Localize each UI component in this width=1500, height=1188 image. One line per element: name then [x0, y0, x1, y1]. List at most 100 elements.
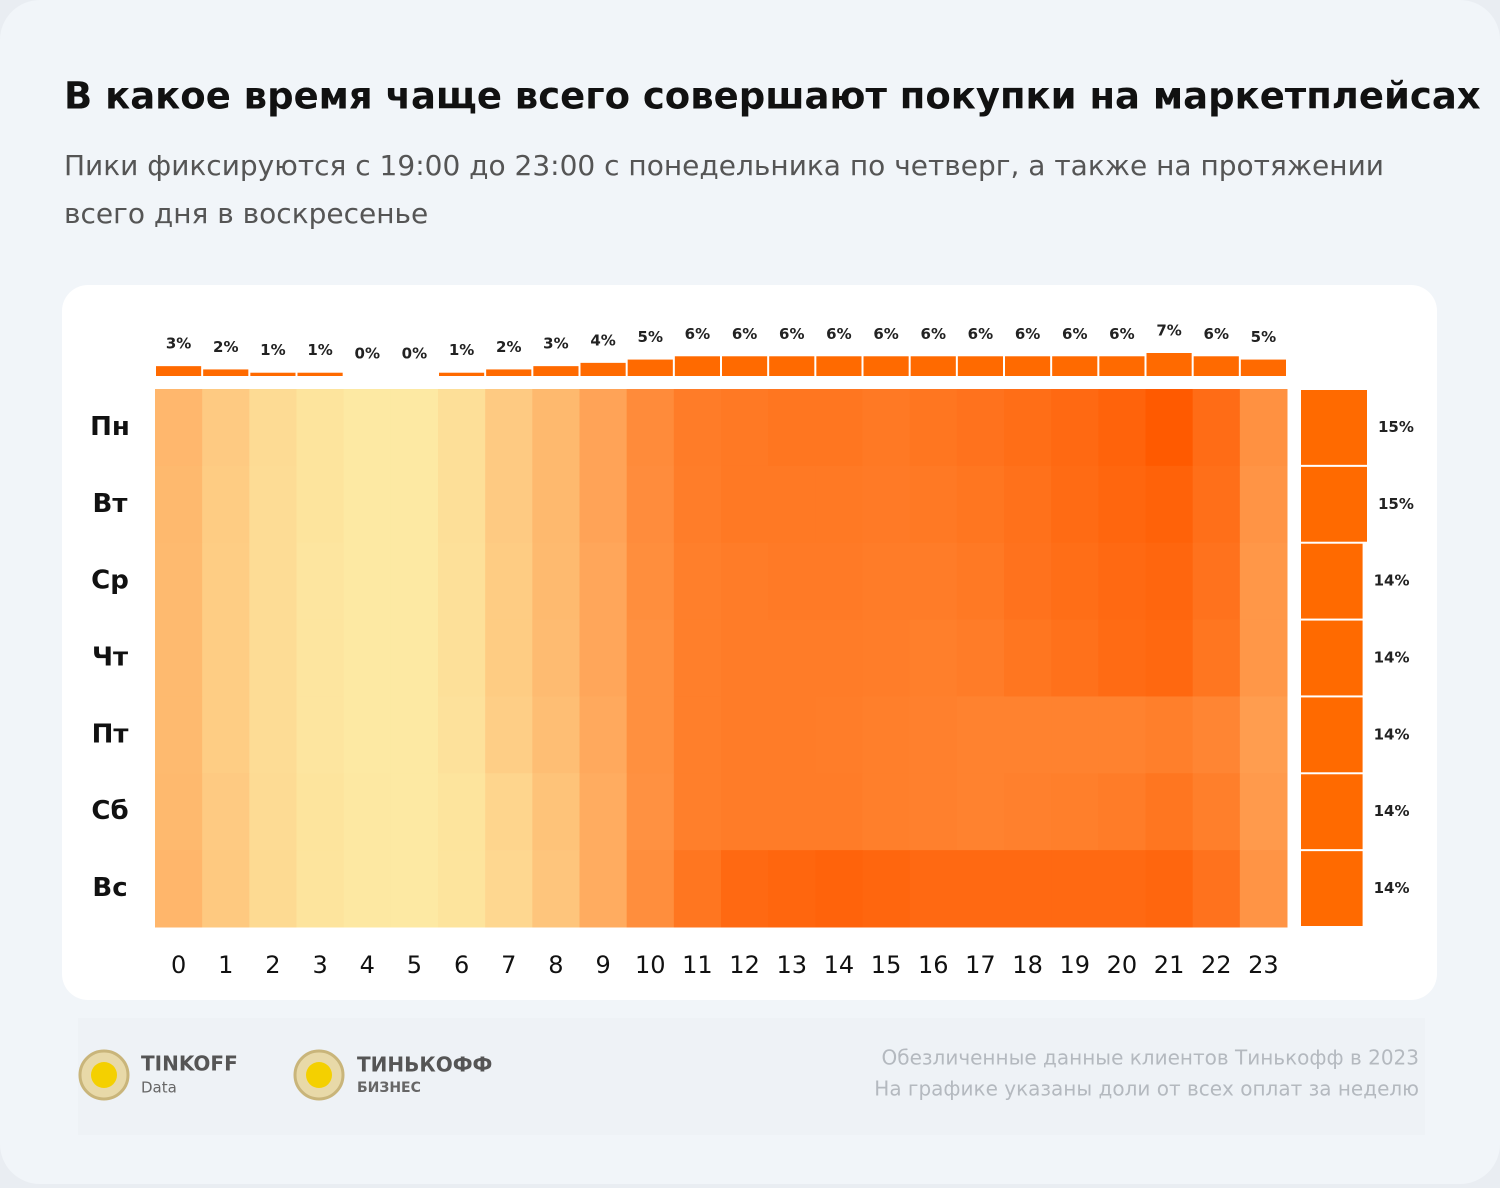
heat-cell [485, 542, 533, 621]
x-tick-label: 17 [965, 951, 996, 979]
heat-cell [1098, 850, 1146, 928]
column-total-bar [769, 356, 815, 376]
heat-cell [1051, 850, 1099, 928]
heat-cell [249, 619, 297, 697]
heat-cell [815, 773, 863, 851]
heat-cell [532, 773, 580, 851]
row-total-label: 14% [1374, 879, 1410, 897]
heat-cell [296, 850, 345, 928]
column-total-bar [863, 356, 909, 376]
heat-cell [485, 696, 533, 774]
heat-cell [1192, 850, 1241, 928]
column-total-label: 1% [307, 341, 332, 359]
heat-cell [343, 773, 392, 851]
heat-cell [202, 389, 250, 467]
heat-cell [390, 542, 439, 621]
row-total-bar [1301, 466, 1367, 542]
column-total-label: 6% [1062, 325, 1087, 343]
row-total-bar [1301, 543, 1363, 619]
footnote: На графике указаны доли от всех оплат за… [874, 1077, 1419, 1101]
heat-cell [249, 389, 297, 467]
footnote: Обезличенные данные клиентов Тинькофф в … [882, 1046, 1419, 1070]
column-total-bar [1240, 359, 1286, 376]
heat-cell [721, 542, 769, 621]
heat-cell [1051, 542, 1099, 621]
heat-cell [909, 696, 958, 774]
heat-cell [721, 850, 769, 928]
heat-cell [390, 619, 439, 697]
heat-cell [862, 773, 911, 851]
heat-cell [1004, 619, 1052, 697]
x-tick-label: 21 [1154, 951, 1185, 979]
column-total-label: 5% [1251, 328, 1276, 346]
heat-cell [296, 619, 345, 697]
heat-cell [485, 389, 533, 467]
column-total-label: 6% [779, 325, 804, 343]
heat-cell [673, 465, 722, 544]
heat-cell [956, 389, 1005, 467]
heat-cell [1192, 696, 1241, 774]
heat-cell [673, 850, 722, 928]
heat-cell [532, 542, 580, 621]
column-total-label: 6% [826, 325, 851, 343]
heat-cell [1239, 619, 1288, 697]
column-total-bar [156, 366, 202, 376]
column-total-bar [722, 356, 768, 376]
heat-cell [532, 389, 580, 467]
heat-cell [1051, 696, 1099, 774]
row-label: Ср [91, 566, 129, 596]
x-tick-label: 14 [824, 951, 855, 979]
heat-cell [1239, 389, 1288, 467]
column-total-bar [297, 372, 343, 376]
heat-cell [296, 389, 345, 467]
heat-cell [532, 465, 580, 544]
x-tick-label: 18 [1012, 951, 1043, 979]
heat-cell [1239, 773, 1288, 851]
row-total-label: 14% [1374, 572, 1410, 590]
heat-cell [768, 465, 816, 544]
column-total-label: 6% [1204, 325, 1229, 343]
heat-cell [768, 542, 816, 621]
heat-cell [1192, 542, 1241, 621]
heat-cell [249, 542, 297, 621]
heat-cell [390, 773, 439, 851]
column-total-bar [533, 366, 579, 376]
heat-cell [768, 850, 816, 928]
x-tick-label: 2 [265, 951, 280, 979]
heat-cell [1145, 619, 1194, 697]
heat-cell [862, 850, 911, 928]
logo-icon [78, 1049, 130, 1101]
heat-cell [721, 389, 769, 467]
heat-cell [1098, 696, 1146, 774]
heat-cell [249, 465, 297, 544]
column-total-label: 3% [166, 335, 191, 353]
column-total-label: 6% [921, 325, 946, 343]
heat-cell [1192, 465, 1241, 544]
x-tick-label: 15 [871, 951, 902, 979]
heat-cell [1192, 389, 1241, 467]
heat-cell [343, 389, 392, 467]
heat-cell [155, 696, 203, 774]
title: В какое время чаще всего совершают покуп… [64, 75, 1481, 118]
heat-cell [155, 542, 203, 621]
heat-cell [296, 542, 345, 621]
heat-cell [673, 542, 722, 621]
heat-cell [202, 696, 250, 774]
row-label: Пн [90, 412, 130, 442]
row-total-label: 14% [1374, 649, 1410, 667]
column-total-bar [1099, 356, 1145, 376]
row-total-bar [1301, 697, 1363, 773]
heat-cell [768, 619, 816, 697]
heat-cell [202, 773, 250, 851]
heat-cell [956, 542, 1005, 621]
heat-cell [390, 465, 439, 544]
heat-cell [202, 619, 250, 697]
x-tick-label: 1 [218, 951, 233, 979]
heat-cell [909, 619, 958, 697]
heat-cell [862, 465, 911, 544]
column-total-label: 6% [968, 325, 993, 343]
column-total-label: 6% [1109, 325, 1134, 343]
heat-cell [579, 465, 628, 544]
heat-cell [532, 850, 580, 928]
